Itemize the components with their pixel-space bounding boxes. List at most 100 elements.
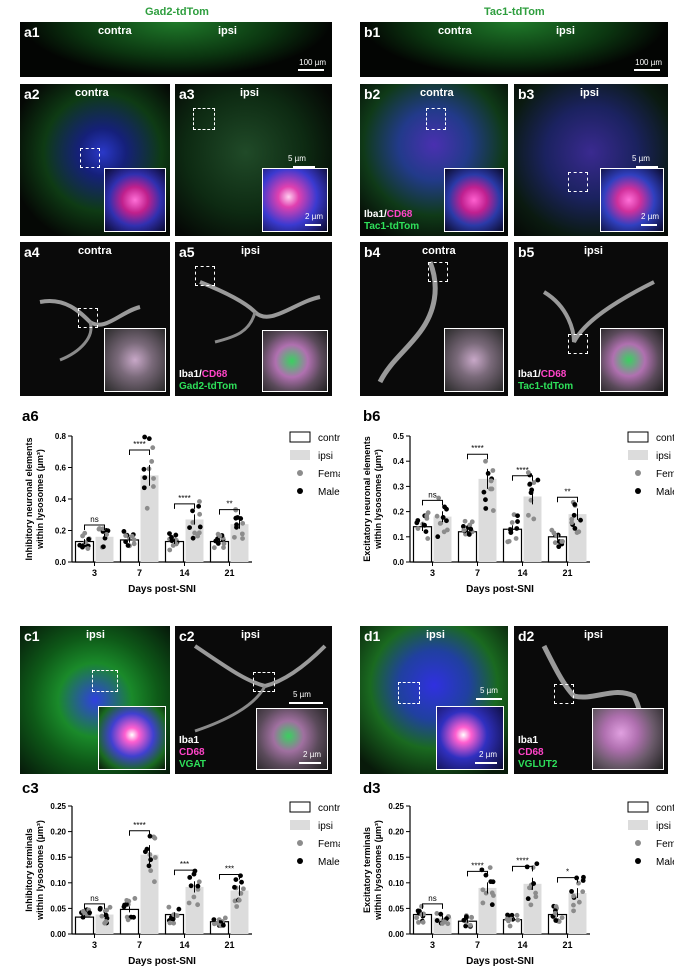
dot-female (195, 902, 201, 908)
dot-male (239, 879, 244, 885)
rendered-surface (542, 280, 655, 343)
y-tick-label: 0.0 (55, 558, 67, 567)
iba1-label: Iba1 (518, 369, 539, 380)
dot-female (507, 923, 513, 929)
side-label: ipsi (241, 245, 260, 257)
dot-male (463, 923, 469, 929)
dot-male (434, 918, 440, 923)
dot-male (121, 529, 127, 534)
chart-label-b6: b6 (363, 408, 381, 425)
panel-label: c1 (24, 628, 40, 644)
roi-box (195, 266, 215, 286)
x-tick-label: 21 (224, 940, 234, 950)
panel-label: b1 (364, 24, 381, 40)
dot-female (146, 466, 152, 472)
zoom-inset (98, 706, 166, 770)
dot-male (572, 526, 578, 531)
y-tick-label: 0.00 (388, 930, 404, 939)
dot-female (174, 913, 180, 919)
dot-male (238, 516, 244, 521)
dot-female (468, 922, 473, 928)
significance-bracket (129, 830, 150, 836)
stain-legend: Iba1/CD68 Tac1-tdTom (364, 209, 419, 233)
scale-bar (636, 166, 658, 168)
legend-label: contra (318, 433, 340, 444)
dot-male (195, 883, 201, 889)
dot-male (86, 536, 92, 542)
iba1-label: Iba1 (179, 369, 200, 380)
dot-female (82, 911, 88, 916)
dot-male (514, 526, 520, 531)
dot-female (82, 530, 88, 536)
scale-bar-text: 100 µm (635, 58, 662, 67)
bar-contra (412, 526, 433, 563)
dot-female (419, 912, 425, 917)
x-tick-label: 14 (179, 568, 189, 578)
dot-female (574, 530, 580, 535)
zoom-inset (592, 708, 664, 770)
x-tick-label: 21 (562, 568, 572, 578)
scale-bar (293, 166, 315, 168)
significance-bracket (422, 903, 443, 909)
legend-label: Male (656, 487, 674, 498)
zoom-inset (104, 328, 166, 392)
legend-label: contra (656, 433, 674, 444)
dot-male (121, 904, 127, 910)
dot-female (571, 908, 576, 914)
cd68-label: CD68 (386, 209, 413, 220)
legend-swatch-ipsi (628, 450, 648, 460)
dot-female (487, 865, 493, 871)
x-tick-label: 14 (517, 568, 527, 578)
significance-bracket (174, 503, 195, 509)
dot-male (571, 512, 577, 518)
panel-label: a1 (24, 24, 40, 40)
dot-male (142, 434, 148, 440)
panel-a2: a2 contra (20, 84, 170, 236)
panel-c2: c2 ipsi 5 µm 2 µm Iba1 CD68 VGAT (175, 626, 332, 774)
legend-marker-male (297, 488, 303, 494)
dot-female (99, 913, 105, 919)
dot-female (580, 889, 586, 895)
stain-legend: Iba1 CD68 VGLUT2 (518, 735, 557, 771)
legend-label: contra (318, 803, 340, 814)
dot-male (442, 504, 447, 510)
y-tick-label: 0.10 (388, 879, 404, 888)
bar-ipsi (478, 887, 497, 934)
dot-female (196, 879, 202, 885)
dot-female (531, 516, 537, 522)
dot-male (505, 912, 510, 918)
panel-a1: a1 contra ipsi 100 µm (20, 22, 332, 77)
dot-female (483, 458, 488, 464)
dot-female (107, 904, 113, 910)
dot-female (234, 904, 240, 909)
roi-box (398, 682, 420, 704)
x-tick-label: 7 (137, 940, 142, 950)
side-label: ipsi (86, 629, 105, 641)
dot-female (102, 920, 108, 926)
significance-label: **** (471, 861, 483, 870)
x-tick-label: 3 (430, 940, 435, 950)
dot-female (192, 530, 198, 536)
y-tick-label: 0.6 (55, 464, 67, 473)
significance-bracket (512, 475, 533, 481)
dot-male (485, 470, 491, 476)
y-axis-label: Excitatory neuronal elementswithin lysos… (362, 436, 383, 562)
chart-d3: Excitatory terminalswithin lysosomes (µm… (362, 801, 674, 967)
roi-box (253, 672, 275, 692)
dot-female (552, 910, 558, 916)
side-label: contra (78, 245, 112, 257)
dot-female (241, 886, 246, 892)
stain-legend: Iba1 CD68 VGAT (179, 735, 206, 771)
rendered-surface (199, 280, 321, 344)
dot-female (525, 470, 531, 475)
roi-box (426, 108, 446, 130)
significance-label: ns (428, 490, 436, 499)
roi-box (568, 334, 588, 354)
legend-swatch-contra (289, 801, 311, 813)
dot-male (444, 518, 449, 524)
inset-scale-text: 2 µm (479, 750, 497, 759)
cd68-label: CD68 (540, 369, 567, 380)
dot-male (167, 531, 172, 536)
dot-female (553, 904, 559, 909)
dot-male (578, 517, 583, 523)
